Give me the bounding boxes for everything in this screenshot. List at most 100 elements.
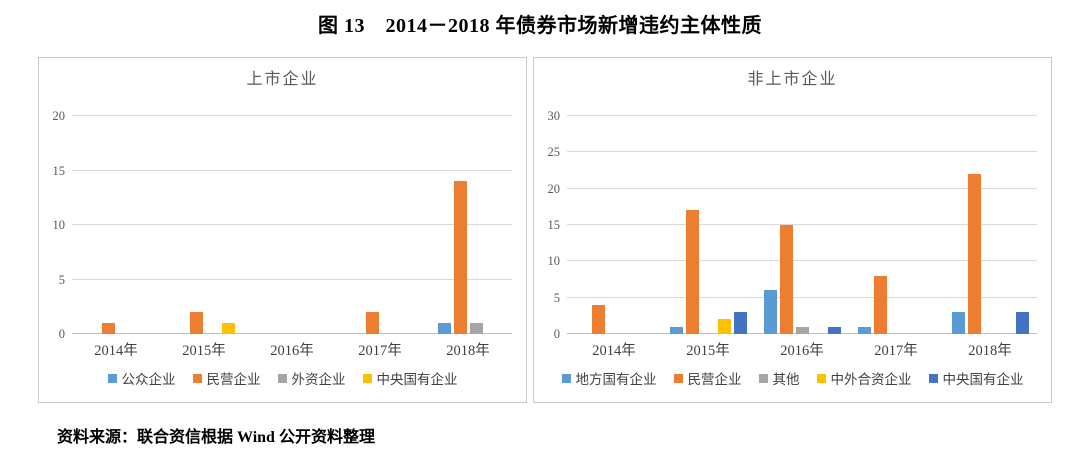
- legend-swatch-icon: [362, 373, 372, 383]
- y-tick-label: 25: [547, 145, 561, 160]
- bar-地方国有企业: [669, 326, 683, 334]
- bar-民营企业: [365, 312, 379, 334]
- x-category-label: 2018年: [446, 342, 490, 359]
- legend-swatch-icon: [561, 373, 571, 383]
- x-category-label: 2017年: [358, 342, 402, 359]
- y-tick-label: 15: [52, 163, 66, 178]
- bar-民营企业: [101, 323, 115, 334]
- legend-label: 地方国有企业: [575, 372, 657, 387]
- bar-group-2015年: [661, 92, 755, 334]
- gridline: [567, 260, 1037, 262]
- x-axis-labels: 2014年 2015年 2016年 2017年 2018年: [72, 334, 512, 364]
- figure-title: 图 13 2014－2018 年债券市场新增违约主体性质: [318, 15, 762, 37]
- bar-中外合资企业: [717, 319, 731, 334]
- bar-民营企业: [967, 174, 981, 334]
- y-tick-label: 20: [547, 181, 561, 196]
- legend-label: 公众企业: [121, 372, 176, 387]
- bar-民营企业: [873, 275, 887, 334]
- x-category-label: 2018年: [968, 342, 1012, 359]
- legend-swatch-icon: [192, 373, 202, 383]
- charts-row: 上市企业 0 5 10 15 20 2014年 2015年 2016年 2017年 2018年 …: [38, 57, 1052, 403]
- bar-地方国有企业: [951, 312, 965, 334]
- bar-group-2016年: [248, 92, 336, 334]
- y-axis-labels: 0 5 10 15 20 25 30: [534, 92, 567, 341]
- y-tick-label: 10: [547, 254, 561, 269]
- bar-group-2014年: [72, 92, 160, 334]
- bar-地方国有企业: [857, 326, 871, 334]
- bar-其他: [795, 326, 809, 334]
- x-category-label: 2014年: [592, 342, 636, 359]
- y-tick-label: 20: [52, 109, 66, 123]
- legend-label: 其他: [772, 372, 800, 387]
- gridline: [567, 224, 1037, 225]
- bar-民营企业: [591, 304, 605, 334]
- bar-中央国有企业: [733, 312, 747, 334]
- bar-group-2014年: [567, 92, 661, 334]
- legend-swatch-icon: [758, 373, 768, 383]
- legend-item-民营企业: 民营企业: [673, 368, 742, 388]
- legend-item-民营企业: 民营企业: [192, 368, 261, 388]
- legend-swatch-icon: [928, 373, 938, 383]
- legend-item-公众企业: 公众企业: [107, 368, 176, 388]
- legend-label: 民营企业: [206, 372, 261, 387]
- bar-中央国有企业: [221, 323, 235, 334]
- bar-group-2018年: [943, 92, 1037, 334]
- bar-中央国有企业: [1015, 312, 1029, 334]
- bar-group-2018年: [424, 92, 512, 334]
- bar-group-2017年: [849, 92, 943, 334]
- legend-item-中央国有企业: 中央国有企业: [362, 368, 458, 388]
- gridline: [567, 151, 1037, 153]
- chart-listed-companies: 上市企业 0 5 10 15 20 2014年 2015年 2016年 2017年 2018年 …: [38, 57, 527, 403]
- gridline: [567, 115, 1037, 116]
- source-note: 资料来源：联合资信根据 Wind 公开资料整理: [57, 429, 375, 446]
- y-tick-label: 0: [58, 327, 65, 341]
- plot-area: [567, 92, 1037, 334]
- x-category-label: 2015年: [686, 342, 730, 359]
- y-tick-label: 5: [58, 272, 65, 287]
- y-tick-label: 5: [553, 290, 560, 305]
- bar-外资企业: [469, 323, 483, 334]
- chart-legend: 地方国有企业 民营企业 其他 中外合资企业 中央国有企业: [534, 364, 1051, 392]
- gridline: [567, 296, 1037, 298]
- legend-item-中央国有企业: 中央国有企业: [928, 368, 1024, 388]
- plot-row: 0 5 10 15 20: [39, 92, 526, 341]
- legend-swatch-icon: [673, 373, 683, 383]
- legend-item-外资企业: 外资企业: [277, 368, 346, 388]
- plot-row: 0 5 10 15 20 25 30: [534, 92, 1051, 341]
- legend-item-其他: 其他: [758, 368, 800, 388]
- y-tick-label: 0: [553, 327, 560, 341]
- bar-group-2017年: [336, 92, 424, 334]
- y-tick-label: 15: [547, 218, 561, 232]
- bar-民营企业: [189, 312, 203, 334]
- gridline: [72, 169, 512, 171]
- gridline: [72, 224, 512, 225]
- plot-area: [72, 92, 512, 334]
- bar-地方国有企业: [763, 290, 777, 334]
- bar-公众企业: [437, 323, 451, 334]
- bar-中央国有企业: [827, 326, 841, 334]
- legend-swatch-icon: [816, 373, 826, 383]
- y-tick-label: 30: [547, 109, 561, 123]
- x-category-label: 2014年: [94, 342, 138, 359]
- legend-label: 中外合资企业: [830, 372, 912, 387]
- x-axis-labels: 2014年 2015年 2016年 2017年 2018年: [567, 334, 1037, 364]
- chart-legend: 公众企业 民营企业 外资企业 中央国有企业: [39, 364, 526, 392]
- legend-swatch-icon: [107, 373, 117, 383]
- bar-民营企业: [779, 225, 793, 334]
- legend-label: 民营企业: [687, 372, 742, 387]
- x-category-label: 2017年: [874, 342, 918, 359]
- bar-group-2016年: [755, 92, 849, 334]
- gridline: [72, 115, 512, 116]
- y-axis-labels: 0 5 10 15 20: [39, 92, 72, 341]
- legend-item-地方国有企业: 地方国有企业: [561, 368, 657, 388]
- chart-title-unlisted: 非上市企业: [747, 71, 838, 88]
- legend-swatch-icon: [277, 373, 287, 383]
- x-category-label: 2016年: [780, 342, 824, 359]
- legend-label: 中央国有企业: [942, 372, 1024, 387]
- bar-group-2015年: [160, 92, 248, 334]
- legend-item-中外合资企业: 中外合资企业: [816, 368, 912, 388]
- chart-unlisted-companies: 非上市企业 0 5 10 15 20 25 30 2014年 2015年 2016年 2017年 2…: [533, 57, 1052, 403]
- legend-label: 外资企业: [291, 372, 346, 387]
- bar-民营企业: [685, 210, 699, 334]
